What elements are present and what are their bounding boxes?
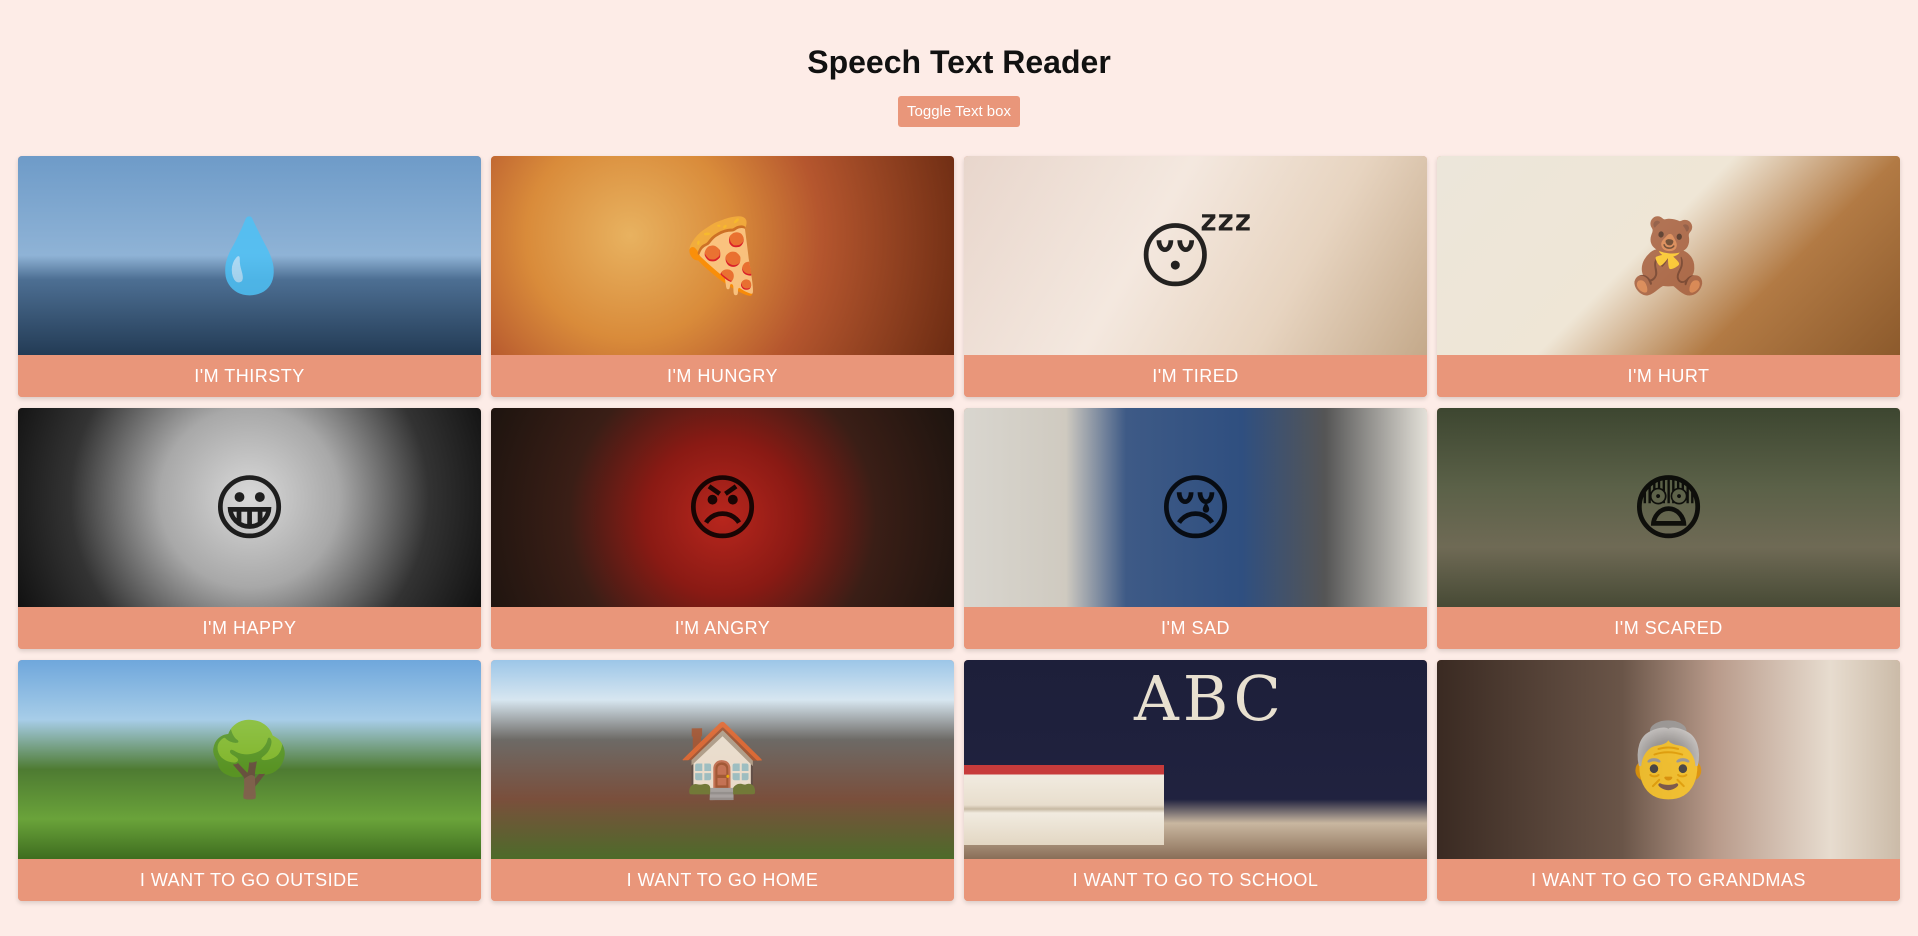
glass-of-water-image: 💧 (18, 156, 481, 355)
chalkboard-text: ABC (1134, 662, 1285, 735)
card-label: I WANT TO GO OUTSIDE (18, 859, 481, 901)
card-sad[interactable]: 😢 I'M SAD (964, 408, 1427, 649)
card-go-to-grandmas[interactable]: 👵 I WANT TO GO TO GRANDMAS (1437, 660, 1900, 901)
water-drop-icon: 💧 (204, 216, 295, 296)
angry-child-image: 😠 (491, 408, 954, 607)
fearful-face-icon: 😨 (1630, 468, 1707, 549)
sleeping-child-image: 😴 (964, 156, 1427, 355)
card-label: I'M TIRED (964, 355, 1427, 397)
card-scared[interactable]: 😨 I'M SCARED (1437, 408, 1900, 649)
house-icon: 🏠 (677, 720, 768, 800)
card-label: I WANT TO GO HOME (491, 859, 954, 901)
tree-icon: 🌳 (204, 720, 295, 800)
angry-face-icon: 😠 (684, 468, 761, 549)
grandma-icon: 👵 (1623, 720, 1714, 800)
smiling-boy-image: 😀 (18, 408, 481, 607)
chalkboard-books-image: ABC (964, 660, 1427, 859)
scared-child-image: 😨 (1437, 408, 1900, 607)
teddy-bear-icon: 🧸 (1623, 216, 1714, 296)
pizza-icon: 🍕 (677, 216, 768, 296)
card-thirsty[interactable]: 💧 I'M THIRSTY (18, 156, 481, 397)
card-label: I'M ANGRY (491, 607, 954, 649)
card-hurt[interactable]: 🧸 I'M HURT (1437, 156, 1900, 397)
card-label: I'M THIRSTY (18, 355, 481, 397)
card-hungry[interactable]: 🍕 I'M HUNGRY (491, 156, 954, 397)
grandma-and-child-image: 👵 (1437, 660, 1900, 859)
park-image: 🌳 (18, 660, 481, 859)
crying-face-icon: 😢 (1157, 468, 1234, 549)
bandaged-teddy-bear-image: 🧸 (1437, 156, 1900, 355)
card-angry[interactable]: 😠 I'M ANGRY (491, 408, 954, 649)
pizza-slice-image: 🍕 (491, 156, 954, 355)
card-label: I'M SCARED (1437, 607, 1900, 649)
sad-child-image: 😢 (964, 408, 1427, 607)
card-happy[interactable]: 😀 I'M HAPPY (18, 408, 481, 649)
sleeping-face-icon: 😴 (1137, 216, 1254, 297)
card-label: I WANT TO GO TO SCHOOL (964, 859, 1427, 901)
happy-face-icon: 😀 (211, 468, 288, 549)
header: Speech Text Reader Toggle Text box (0, 0, 1918, 127)
page-title: Speech Text Reader (807, 44, 1111, 80)
card-label: I'M HAPPY (18, 607, 481, 649)
card-label: I'M SAD (964, 607, 1427, 649)
card-label: I'M HURT (1437, 355, 1900, 397)
card-tired[interactable]: 😴 I'M TIRED (964, 156, 1427, 397)
house-image: 🏠 (491, 660, 954, 859)
toggle-text-box-button[interactable]: Toggle Text box (898, 96, 1020, 127)
books-stack (964, 765, 1164, 845)
card-go-outside[interactable]: 🌳 I WANT TO GO OUTSIDE (18, 660, 481, 901)
card-label: I WANT TO GO TO GRANDMAS (1437, 859, 1900, 901)
card-grid: 💧 I'M THIRSTY 🍕 I'M HUNGRY 😴 I'M TIRED 🧸… (18, 156, 1900, 901)
card-go-home[interactable]: 🏠 I WANT TO GO HOME (491, 660, 954, 901)
card-go-to-school[interactable]: ABC I WANT TO GO TO SCHOOL (964, 660, 1427, 901)
card-label: I'M HUNGRY (491, 355, 954, 397)
